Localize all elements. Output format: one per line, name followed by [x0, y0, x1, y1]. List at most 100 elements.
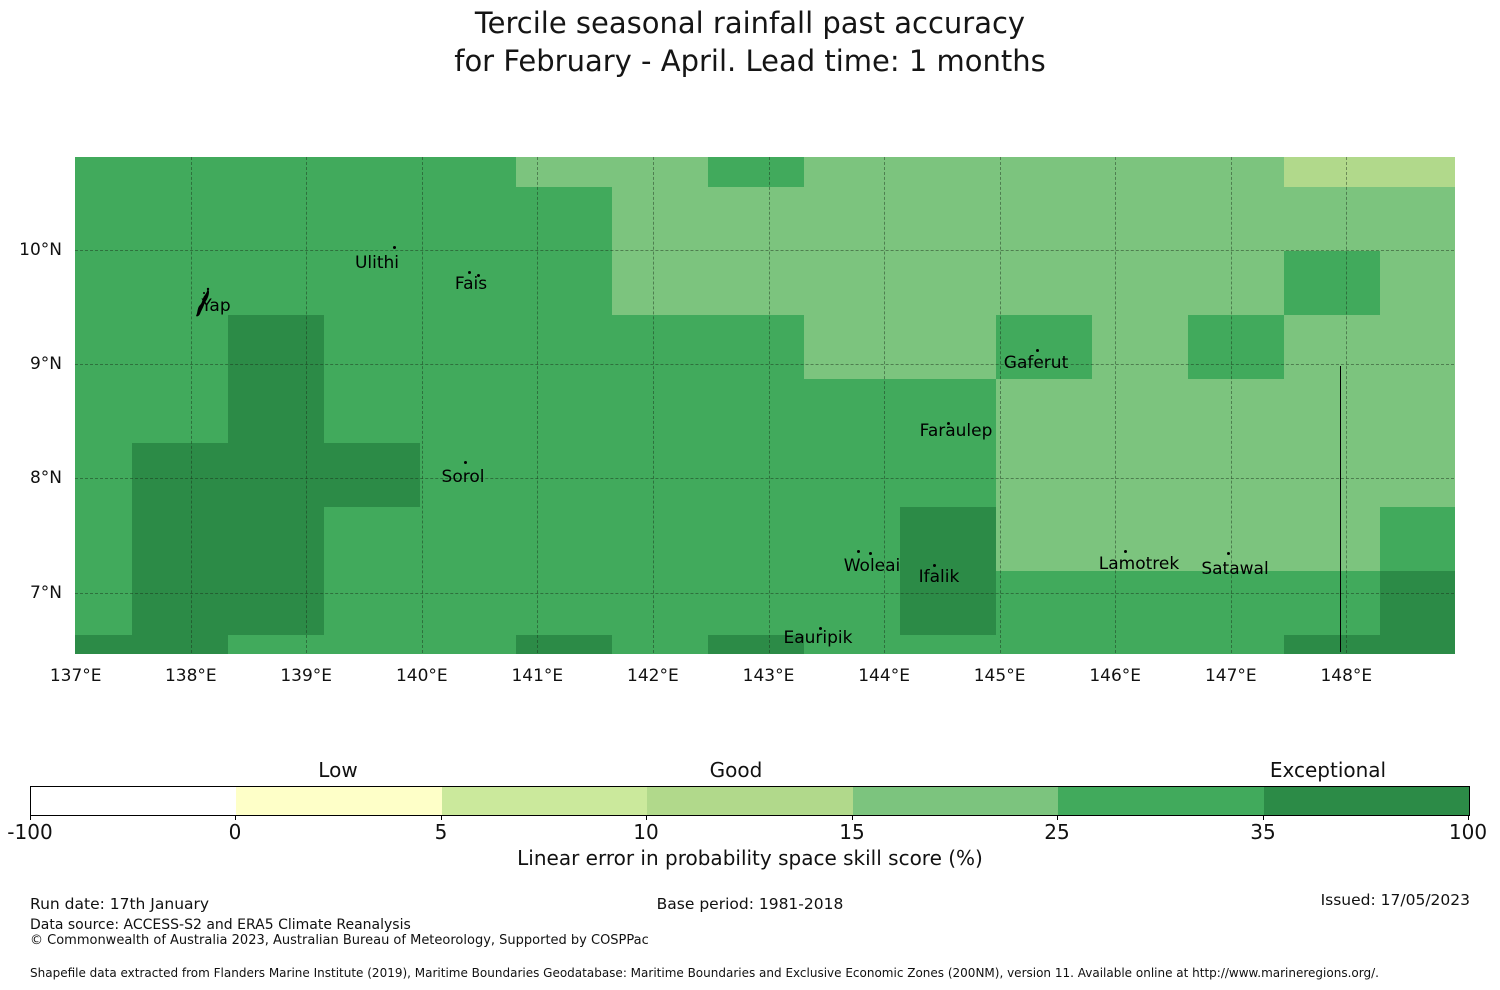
map-cell	[1283, 315, 1381, 380]
colorbar-tick-mark	[441, 815, 442, 820]
map-cell	[323, 635, 421, 654]
map-cell	[803, 251, 901, 316]
copyright-text: © Commonwealth of Australia 2023, Austra…	[30, 933, 649, 948]
map-cell	[419, 251, 517, 316]
colorbar-segment	[647, 787, 853, 815]
map-cell	[1379, 571, 1455, 636]
colorbar-segment	[853, 787, 1058, 815]
map-cell	[515, 251, 613, 316]
latitude-gridline	[75, 478, 1454, 479]
x-tick-label: 137°E	[49, 666, 102, 686]
colorbar-segment	[1058, 787, 1264, 815]
map-cell	[995, 251, 1093, 316]
map-cell	[1283, 251, 1381, 316]
latitude-gridline	[75, 363, 1454, 365]
longitude-gridline	[999, 157, 1001, 653]
colorbar-axis-label: Linear error in probability space skill …	[517, 846, 983, 870]
map-cell	[75, 187, 133, 252]
island-marker-dot	[1035, 348, 1039, 352]
map-cell	[1091, 635, 1189, 654]
longitude-gridline	[537, 157, 539, 653]
colorbar-tick-label: 25	[1044, 820, 1070, 844]
map-cell	[515, 187, 613, 252]
map-cell	[1283, 571, 1381, 636]
data-source-text: Data source: ACCESS-S2 and ERA5 Climate …	[30, 917, 411, 933]
map-cell	[1379, 251, 1455, 316]
island-marker-dot	[946, 421, 950, 425]
map-cell	[995, 507, 1093, 572]
map-cell	[227, 187, 325, 252]
island-label-fais: Fais	[454, 274, 488, 294]
map-cell	[1379, 507, 1455, 572]
colorbar-tick-mark	[235, 815, 236, 820]
map-cell	[131, 635, 229, 654]
colorbar-section-label-low: Low	[318, 758, 358, 782]
map-cell	[803, 507, 901, 572]
map-cell	[1187, 379, 1285, 444]
colorbar-tick-label: 5	[434, 820, 448, 844]
map-cell	[611, 379, 709, 444]
map-cell	[995, 443, 1093, 508]
map-cell	[803, 157, 901, 188]
latitude-gridline	[75, 592, 1454, 594]
map-cell	[707, 571, 805, 636]
map-cell	[1283, 187, 1381, 252]
colorbar-tick-mark	[646, 815, 647, 820]
x-tick-label: 146°E	[1089, 666, 1142, 686]
map-cell	[227, 571, 325, 636]
map-cell	[323, 251, 421, 316]
map-cell	[131, 379, 229, 444]
island-label-ifalik: Ifalik	[918, 567, 960, 587]
map-cell	[707, 443, 805, 508]
colorbar-tick-mark	[1057, 815, 1058, 820]
colorbar-section-label-good: Good	[709, 758, 763, 782]
map-cell	[323, 507, 421, 572]
map-cell	[1379, 187, 1455, 252]
map-cell	[707, 251, 805, 316]
colorbar	[30, 786, 1470, 816]
map-cell	[227, 251, 325, 316]
map-cell	[899, 443, 997, 508]
base-period-text: Base period: 1981-2018	[656, 895, 844, 913]
map-cell	[611, 187, 709, 252]
island-marker-dot	[1123, 549, 1127, 553]
x-tick-label: 144°E	[858, 666, 910, 686]
map-cell	[899, 635, 997, 654]
island-label-eauripik: Eauripik	[783, 628, 853, 648]
colorbar-segment	[442, 787, 647, 815]
map-cell	[131, 443, 229, 508]
map-cell	[1379, 379, 1455, 444]
map-cell	[131, 571, 229, 636]
map-cell	[515, 571, 613, 636]
map-cell	[419, 571, 517, 636]
eez-boundary-line	[1340, 366, 1341, 652]
x-tick-label: 140°E	[395, 666, 448, 686]
map-cell	[611, 157, 709, 188]
map-cell	[1379, 315, 1455, 380]
map-cell	[1283, 507, 1381, 572]
map-cell	[419, 187, 517, 252]
chart-title-line1: Tercile seasonal rainfall past accuracy	[474, 6, 1026, 40]
colorbar-segment	[236, 787, 442, 815]
map-cell	[323, 379, 421, 444]
map-cell	[1379, 157, 1455, 188]
map-cell	[1379, 443, 1455, 508]
y-tick-label: 10°N	[19, 239, 62, 260]
map-cell	[419, 635, 517, 654]
map-cell	[1187, 507, 1285, 572]
issued-text: Issued: 17/05/2023	[1320, 891, 1470, 909]
map-cell	[899, 507, 997, 572]
colorbar-tick-label: -100	[7, 820, 53, 844]
x-tick-label: 142°E	[627, 666, 679, 686]
map-cell	[75, 157, 133, 188]
map-cell	[707, 187, 805, 252]
island-label-ulithi: Ulithi	[354, 253, 400, 273]
map-cell	[131, 315, 229, 380]
map-cell	[995, 635, 1093, 654]
map-cell	[803, 315, 901, 380]
map-cell	[75, 251, 133, 316]
map-cell	[1187, 251, 1285, 316]
y-tick-label: 9°N	[29, 353, 62, 374]
map-cell	[611, 635, 709, 654]
island-label-lamotrek: Lamotrek	[1098, 554, 1180, 574]
